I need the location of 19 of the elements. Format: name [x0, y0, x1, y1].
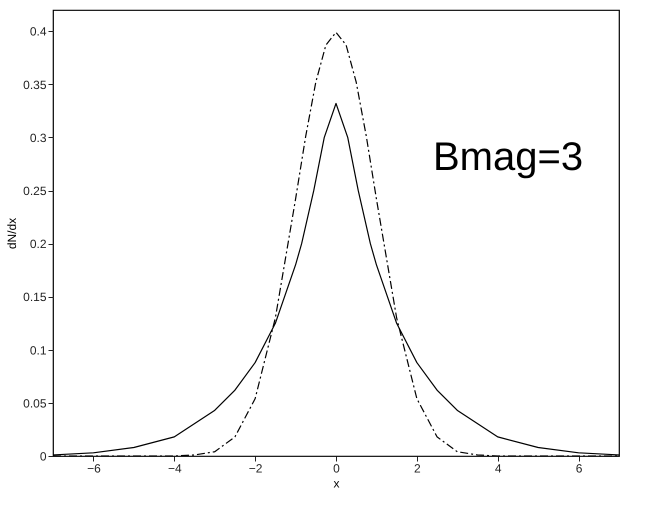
y-tick-label: 0 — [40, 450, 47, 464]
y-tick-label: 0.05 — [23, 396, 47, 410]
x-tick-label: 2 — [414, 462, 422, 476]
x-axis-title: x — [334, 476, 340, 490]
x-tick-label: 6 — [576, 462, 583, 476]
x-tick-label: 4 — [494, 462, 502, 476]
x-tick-label: −4 — [168, 462, 182, 476]
x-tick-label: 0 — [333, 462, 340, 476]
y-tick-label: 0.1 — [30, 343, 47, 358]
annotation: Bmag=3 — [433, 135, 584, 179]
y-tick-label: 0.25 — [23, 184, 47, 198]
y-tick-label: 0.3 — [30, 130, 47, 145]
y-axis-title: dN/dx — [5, 218, 20, 250]
y-tick-label: 0.35 — [23, 78, 47, 92]
y-tick-label: 0.2 — [30, 237, 47, 252]
x-tick-label: −2 — [248, 462, 263, 476]
x-tick-label: −6 — [87, 462, 102, 476]
y-tick-label: 0.15 — [23, 290, 47, 304]
y-tick-label: 0.4 — [30, 24, 47, 39]
